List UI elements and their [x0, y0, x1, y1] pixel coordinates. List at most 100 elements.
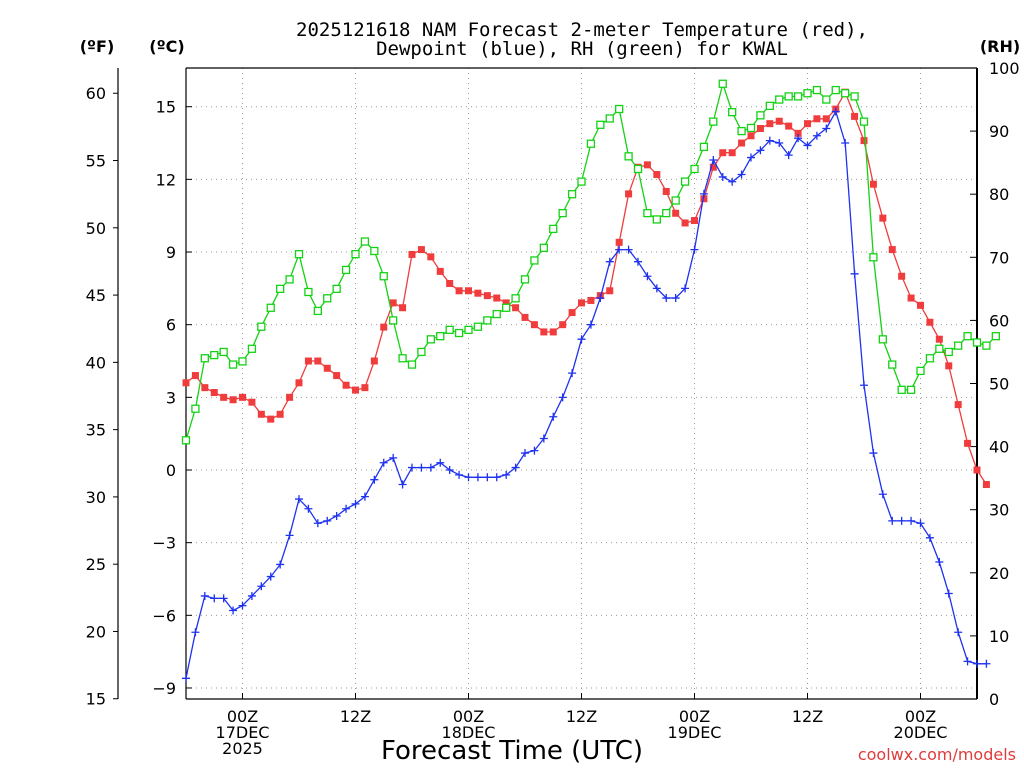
rh-point	[360, 237, 370, 246]
rh-point	[709, 117, 718, 126]
rh-point	[972, 338, 982, 347]
chart-title-line-1: 2025121618 NAM Forecast 2-meter Temperat…	[296, 19, 868, 41]
temperature-point	[399, 304, 407, 312]
rh-point	[756, 111, 765, 120]
temperature-point	[879, 214, 887, 222]
rh-point	[633, 164, 643, 174]
rh-axis-unit: (RH)	[980, 37, 1020, 56]
temperature-point	[559, 321, 567, 329]
fahrenheit-tick-label: 45	[86, 286, 106, 305]
rh-point	[615, 104, 624, 114]
rh-point	[982, 341, 991, 350]
temperature-point	[295, 379, 303, 387]
temperature-point	[568, 309, 576, 317]
rh-point	[276, 284, 285, 294]
rh-tick-label: 50	[989, 375, 1009, 394]
rh-point	[567, 190, 577, 199]
rh-point	[436, 332, 445, 341]
fahrenheit-axis-unit: (ºF)	[80, 37, 115, 56]
temperature-point	[267, 415, 275, 423]
temperature-point	[954, 401, 962, 409]
dewpoint-point	[775, 139, 784, 148]
dewpoint-point	[765, 136, 774, 145]
temperature-point	[869, 180, 877, 188]
grid	[186, 68, 977, 699]
x-axis-label: Forecast Time (UTC)	[381, 736, 643, 766]
rh-tick-label: 100	[989, 59, 1020, 78]
dewpoint-point	[332, 512, 341, 521]
dewpoint-point	[304, 504, 313, 513]
temperature-point	[323, 364, 331, 372]
temperature-point	[728, 149, 736, 157]
dewpoint-point	[935, 558, 944, 567]
dewpoint-point	[643, 272, 652, 281]
x-tick-label: 2025	[222, 739, 263, 758]
rh-point	[916, 366, 925, 376]
rh-point	[850, 92, 859, 101]
dewpoint-point	[398, 480, 407, 489]
temperature-point	[239, 393, 246, 401]
x-tick-label: 17DEC	[216, 723, 270, 742]
temperature-point	[483, 292, 491, 300]
rh-point	[944, 347, 953, 357]
temperature-point	[691, 217, 698, 225]
celsius-tick-label: 9	[166, 243, 176, 262]
x-tick-label: 12Z	[340, 707, 371, 726]
dewpoint-point	[247, 591, 256, 600]
temperature-point	[455, 287, 463, 295]
dewpoint-point	[455, 470, 464, 479]
dewpoint-point	[295, 495, 303, 504]
fahrenheit-tick-label: 30	[86, 488, 106, 507]
rh-point	[812, 85, 822, 95]
dewpoint-point	[473, 473, 482, 482]
rh-point	[332, 284, 341, 294]
fahrenheit-tick-label: 25	[86, 555, 106, 574]
temperature-point	[709, 163, 717, 171]
x-tick-label: 00Z	[905, 707, 936, 726]
dewpoint-point	[445, 466, 454, 474]
temperature-point	[436, 267, 444, 275]
rh-tick-label: 60	[989, 311, 1009, 330]
temperature-point	[521, 313, 529, 321]
rh-point	[379, 272, 388, 281]
fahrenheit-tick-label: 55	[86, 152, 106, 171]
temperature-point	[427, 253, 435, 261]
dewpoint-point	[408, 463, 416, 472]
dewpoint-point	[200, 591, 209, 600]
dewpoint-point	[690, 245, 699, 254]
rh-point	[219, 347, 228, 357]
dewpoint-point	[191, 628, 200, 637]
dewpoint-point	[963, 657, 972, 666]
dewpoint-point	[276, 560, 285, 569]
temperature-point	[333, 372, 341, 380]
dewpoint-point	[530, 446, 539, 455]
rh-point	[238, 357, 247, 366]
temperature-point	[888, 246, 896, 254]
rh-point	[389, 316, 398, 325]
rh-point	[935, 344, 944, 353]
rh-point	[181, 436, 191, 445]
temperature-point	[926, 318, 934, 326]
dewpoint-point	[558, 393, 567, 402]
dewpoint-point	[605, 257, 614, 266]
dewpoint-point	[803, 141, 812, 150]
dewpoint-point	[718, 172, 727, 181]
temperature-point	[615, 238, 623, 246]
rh-point	[991, 332, 1000, 341]
celsius-tick-label: −6	[152, 606, 176, 625]
dewpoint-point	[502, 470, 511, 479]
celsius-tick-label: 0	[166, 461, 176, 480]
temperature-point	[446, 280, 454, 288]
celsius-tick-label: 15	[156, 98, 176, 117]
temperature-point	[512, 304, 520, 312]
dewpoint-point	[699, 189, 708, 198]
rh-point	[718, 79, 727, 88]
temperature-point	[822, 115, 830, 123]
x-tick-label: 00Z	[453, 707, 484, 726]
dewpoint-point	[624, 245, 633, 254]
rh-point	[426, 335, 435, 344]
dewpoint-point	[982, 659, 991, 668]
temperature-point	[606, 287, 614, 295]
dewpoint-point	[944, 589, 953, 598]
rh-point	[662, 208, 671, 218]
